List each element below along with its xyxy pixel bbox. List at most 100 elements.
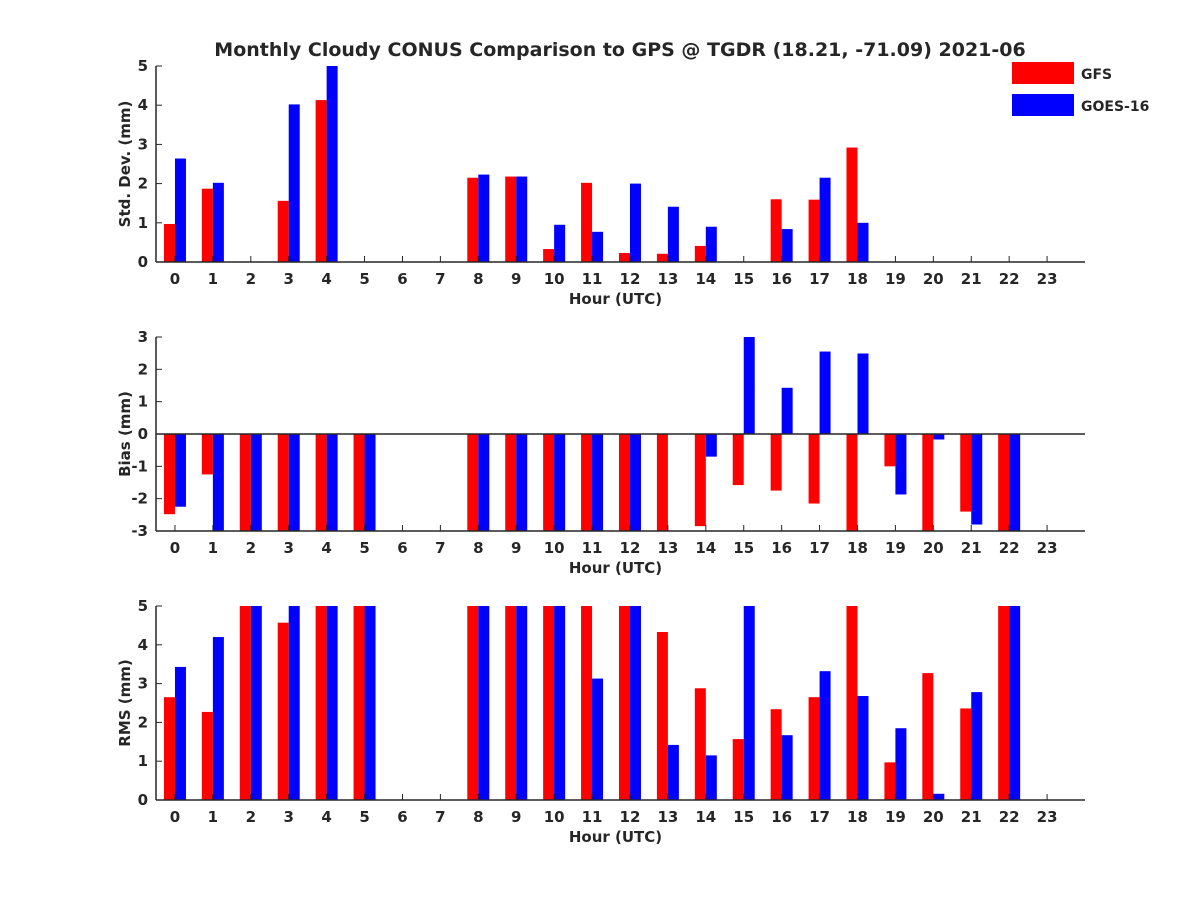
bar-gfs-hour-11 [581,434,593,531]
bar-goes-16-hour-10 [554,606,566,800]
bar-gfs-hour-4 [315,100,327,262]
bar-gfs-hour-13 [656,253,668,262]
bar-goes-16-hour-2 [250,606,262,800]
bar-goes-16-hour-21 [971,692,983,800]
bar-gfs-hour-3 [277,622,289,800]
x-tick-label: 15 [733,808,754,826]
bar-goes-16-hour-3 [288,434,300,531]
x-tick-label: 13 [657,539,678,557]
bar-goes-16-hour-21 [971,434,983,525]
x-tick-label: 0 [170,270,180,288]
x-tick-label: 4 [321,270,331,288]
bar-goes-16-hour-12 [629,434,641,531]
bar-gfs-hour-4 [315,606,327,800]
x-tick-label: 2 [246,808,256,826]
x-tick-label: 17 [809,539,830,557]
bar-goes-16-hour-9 [516,176,528,262]
x-tick-label: 11 [582,270,603,288]
x-tick-label: 6 [397,808,407,826]
bar-goes-16-hour-14 [705,434,717,457]
x-tick-label: 14 [695,270,716,288]
x-tick-label: 5 [359,539,369,557]
bar-gfs-hour-19 [884,434,896,467]
bar-goes-16-hour-16 [781,387,793,434]
bar-gfs-hour-15 [732,739,744,800]
y-tick-label: 2 [138,175,148,193]
y-tick-label: 1 [138,393,148,411]
bar-goes-16-hour-16 [781,229,793,262]
legend-label-gfs: GFS [1081,67,1112,83]
legend-label-goes-16: GOES-16 [1081,99,1149,115]
bar-goes-16-hour-0 [174,666,186,800]
bar-gfs-hour-13 [656,434,668,531]
bar-goes-16-hour-5 [364,434,376,531]
y-tick-label: 2 [138,360,148,378]
bar-goes-16-hour-14 [705,755,717,800]
bar-goes-16-hour-10 [554,434,566,531]
bar-goes-16-hour-3 [288,606,300,800]
bar-goes-16-hour-4 [326,66,338,262]
bar-gfs-hour-12 [618,252,630,262]
x-tick-label: 7 [435,808,445,826]
x-tick-label: 21 [961,808,982,826]
y-tick-label: 0 [138,253,148,271]
bar-goes-16-hour-8 [478,434,490,531]
bar-goes-16-hour-9 [516,434,528,531]
bar-gfs-hour-10 [543,606,555,800]
bar-gfs-hour-3 [277,434,289,531]
x-tick-label: 7 [435,270,445,288]
bar-gfs-hour-18 [846,434,858,531]
x-tick-label: 9 [511,539,521,557]
y-tick-label: 4 [138,96,148,114]
bar-gfs-hour-21 [960,708,972,800]
bar-gfs-hour-3 [277,200,289,262]
bar-goes-16-hour-4 [326,606,338,800]
bar-gfs-hour-10 [543,434,555,531]
bar-gfs-hour-12 [618,606,630,800]
bar-goes-16-hour-5 [364,606,376,800]
legend-swatch-goes-16 [1012,94,1074,116]
bar-goes-16-hour-22 [1009,606,1021,800]
y-tick-label: 1 [138,214,148,232]
x-tick-label: 20 [923,808,944,826]
x-tick-label: 19 [885,808,906,826]
bar-goes-16-hour-10 [554,224,566,262]
bar-gfs-hour-14 [694,688,706,800]
bar-goes-16-hour-13 [667,744,679,800]
y-axis-label: Bias (mm) [116,391,134,477]
x-tick-label: 22 [999,539,1020,557]
bar-goes-16-hour-3 [288,104,300,262]
bar-gfs-hour-0 [163,697,175,800]
bar-goes-16-hour-4 [326,434,338,531]
x-tick-label: 1 [208,808,218,826]
bar-gfs-hour-18 [846,147,858,262]
bar-goes-16-hour-16 [781,735,793,800]
bar-gfs-hour-22 [998,434,1010,531]
x-tick-label: 19 [885,270,906,288]
x-tick-label: 23 [1037,270,1058,288]
legend: GFS GOES-16 [1012,62,1149,116]
bar-goes-16-hour-19 [895,434,907,495]
x-tick-label: 3 [283,808,293,826]
bar-gfs-hour-17 [808,697,820,800]
bar-goes-16-hour-17 [819,177,831,262]
x-tick-label: 9 [511,270,521,288]
x-tick-label: 4 [321,539,331,557]
bar-gfs-hour-16 [770,709,782,800]
bar-goes-16-hour-11 [592,434,604,531]
bar-goes-16-hour-0 [174,434,186,507]
bar-gfs-hour-18 [846,606,858,800]
bar-gfs-hour-11 [581,606,593,800]
bar-goes-16-hour-9 [516,606,528,800]
x-tick-label: 15 [733,270,754,288]
bar-goes-16-hour-18 [857,222,869,262]
x-tick-label: 20 [923,270,944,288]
x-tick-label: 10 [544,539,565,557]
bar-goes-16-hour-20 [933,434,945,440]
x-tick-label: 15 [733,539,754,557]
bar-goes-16-hour-12 [629,183,641,262]
bar-gfs-hour-2 [239,434,251,531]
